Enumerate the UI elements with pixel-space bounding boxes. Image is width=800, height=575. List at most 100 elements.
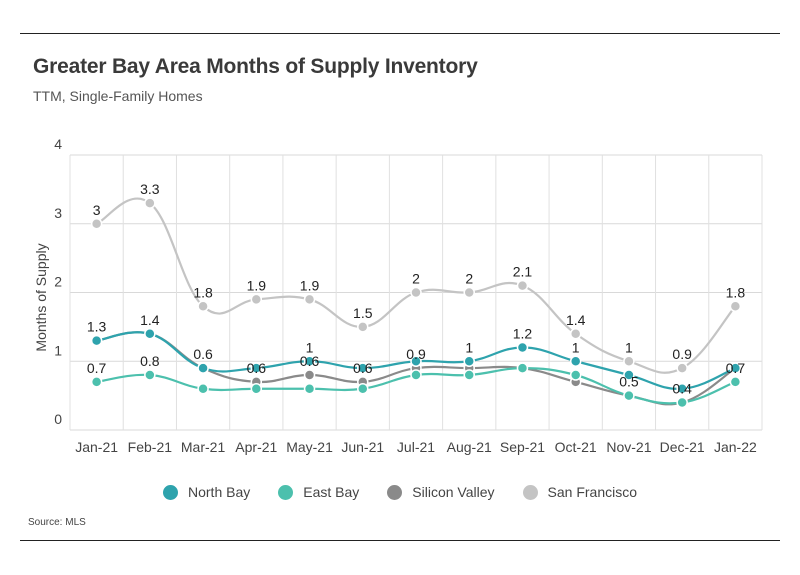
data-label-silicon-valley: 0.4 <box>672 381 692 397</box>
x-tick-label: Aug-21 <box>447 439 492 455</box>
data-label-silicon-valley: 0.6 <box>353 360 373 376</box>
bottom-rule <box>20 540 780 541</box>
data-point-north-bay <box>197 362 209 374</box>
y-tick-label: 3 <box>54 205 62 221</box>
data-label-east-bay: 0.7 <box>87 360 107 376</box>
data-label-san-francisco: 1.9 <box>300 277 320 293</box>
data-point-north-bay <box>623 369 635 381</box>
x-tick-label: Jan-21 <box>75 439 118 455</box>
data-label-north-bay: 1 <box>572 339 580 355</box>
legend-item-north-bay: North Bay <box>163 484 250 500</box>
data-point-san-francisco <box>90 218 103 230</box>
data-point-east-bay <box>144 369 156 381</box>
data-point-north-bay <box>463 355 475 367</box>
top-rule <box>20 33 780 34</box>
x-tick-label: Mar-21 <box>181 439 226 455</box>
data-point-north-bay <box>250 362 263 374</box>
data-point-east-bay <box>357 383 369 395</box>
data-point-north-bay <box>303 355 316 367</box>
data-point-north-bay <box>410 355 422 367</box>
x-tick-label: Jun-21 <box>341 439 384 455</box>
data-label-san-francisco: 0.9 <box>672 346 692 362</box>
data-point-san-francisco <box>250 293 263 306</box>
data-label-silicon-valley: 0.9 <box>406 346 426 362</box>
data-label-san-francisco: 1.8 <box>193 284 213 300</box>
data-label-san-francisco: 1 <box>625 339 633 355</box>
data-label-san-francisco: 1.9 <box>247 277 267 293</box>
data-point-san-francisco <box>197 300 209 312</box>
data-point-san-francisco <box>623 355 635 367</box>
chart-subtitle: TTM, Single-Family Homes <box>33 88 203 104</box>
data-point-san-francisco <box>303 293 316 306</box>
data-point-east-bay <box>197 383 209 395</box>
data-point-east-bay <box>250 383 263 395</box>
data-label-silicon-valley: 0.5 <box>619 374 639 390</box>
x-tick-label: Nov-21 <box>606 439 651 455</box>
legend-label-east-bay: East Bay <box>303 484 360 500</box>
data-label-san-francisco: 2 <box>412 271 420 287</box>
data-point-north-bay <box>144 328 156 340</box>
chart-title: Greater Bay Area Months of Supply Invent… <box>33 55 478 78</box>
x-tick-label: May-21 <box>286 439 333 455</box>
data-point-east-bay <box>623 389 635 402</box>
data-point-east-bay <box>676 396 688 409</box>
data-point-east-bay <box>410 369 422 381</box>
data-point-east-bay <box>90 376 103 388</box>
legend-swatch-san-francisco <box>522 484 538 500</box>
data-label-san-francisco: 3.3 <box>140 181 160 197</box>
legend-label-north-bay: North Bay <box>188 484 251 500</box>
x-tick-label: Jul-21 <box>397 439 435 455</box>
data-point-san-francisco <box>357 321 369 333</box>
data-label-east-bay: 0.7 <box>726 360 746 376</box>
legend-swatch-north-bay <box>163 484 178 500</box>
data-label-north-bay: 1.2 <box>513 326 533 342</box>
legend-label-silicon-valley: Silicon Valley <box>412 484 495 500</box>
data-point-north-bay <box>729 362 742 374</box>
x-tick-label: Sep-21 <box>500 439 545 455</box>
source-note: Source: MLS <box>28 517 86 528</box>
data-point-north-bay <box>357 362 369 374</box>
chart-legend: North Bay East Bay Silicon Valley San Franc… <box>0 484 800 500</box>
x-tick-label: Dec-21 <box>660 439 705 455</box>
data-point-san-francisco <box>410 286 422 299</box>
legend-swatch-east-bay <box>278 484 294 500</box>
data-point-san-francisco <box>516 279 529 292</box>
data-label-north-bay: 1 <box>465 339 473 355</box>
data-label-silicon-valley: 0.6 <box>247 360 267 376</box>
legend-swatch-silicon-valley <box>387 484 403 500</box>
x-tick-label: Feb-21 <box>128 439 173 455</box>
legend-item-east-bay: East Bay <box>278 484 359 500</box>
data-label-san-francisco: 1.8 <box>726 284 746 300</box>
y-axis-label: Months of Supply <box>33 243 49 351</box>
data-point-east-bay <box>463 369 475 381</box>
x-tick-label: Jan-22 <box>714 439 757 455</box>
data-label-san-francisco: 1.5 <box>353 305 373 321</box>
data-point-san-francisco <box>569 328 582 340</box>
data-label-san-francisco: 1.4 <box>566 312 586 328</box>
data-point-san-francisco <box>676 362 688 374</box>
data-label-north-bay: 1 <box>306 339 314 355</box>
x-tick-label: Apr-21 <box>235 439 277 455</box>
y-tick-label: 2 <box>54 274 62 290</box>
data-point-san-francisco <box>729 300 742 312</box>
data-label-north-bay: 1.3 <box>87 319 107 335</box>
data-point-east-bay <box>516 362 529 374</box>
data-point-north-bay <box>676 383 688 395</box>
data-label-silicon-valley: 0.6 <box>193 346 213 362</box>
y-tick-label: 4 <box>54 136 62 152</box>
data-point-silicon-valley <box>303 369 316 381</box>
data-point-east-bay <box>729 376 742 388</box>
data-point-north-bay <box>569 355 582 367</box>
data-point-san-francisco <box>144 197 156 209</box>
data-point-north-bay <box>90 334 103 347</box>
data-label-silicon-valley: 0.6 <box>300 353 320 369</box>
data-point-san-francisco <box>463 286 475 299</box>
data-label-san-francisco: 2.1 <box>513 264 533 280</box>
x-tick-label: Oct-21 <box>555 439 597 455</box>
data-label-san-francisco: 3 <box>93 202 101 218</box>
data-label-east-bay: 0.8 <box>140 353 160 369</box>
y-tick-label: 1 <box>54 342 62 358</box>
data-point-east-bay <box>303 383 316 395</box>
legend-label-san-francisco: San Francisco <box>547 484 637 500</box>
